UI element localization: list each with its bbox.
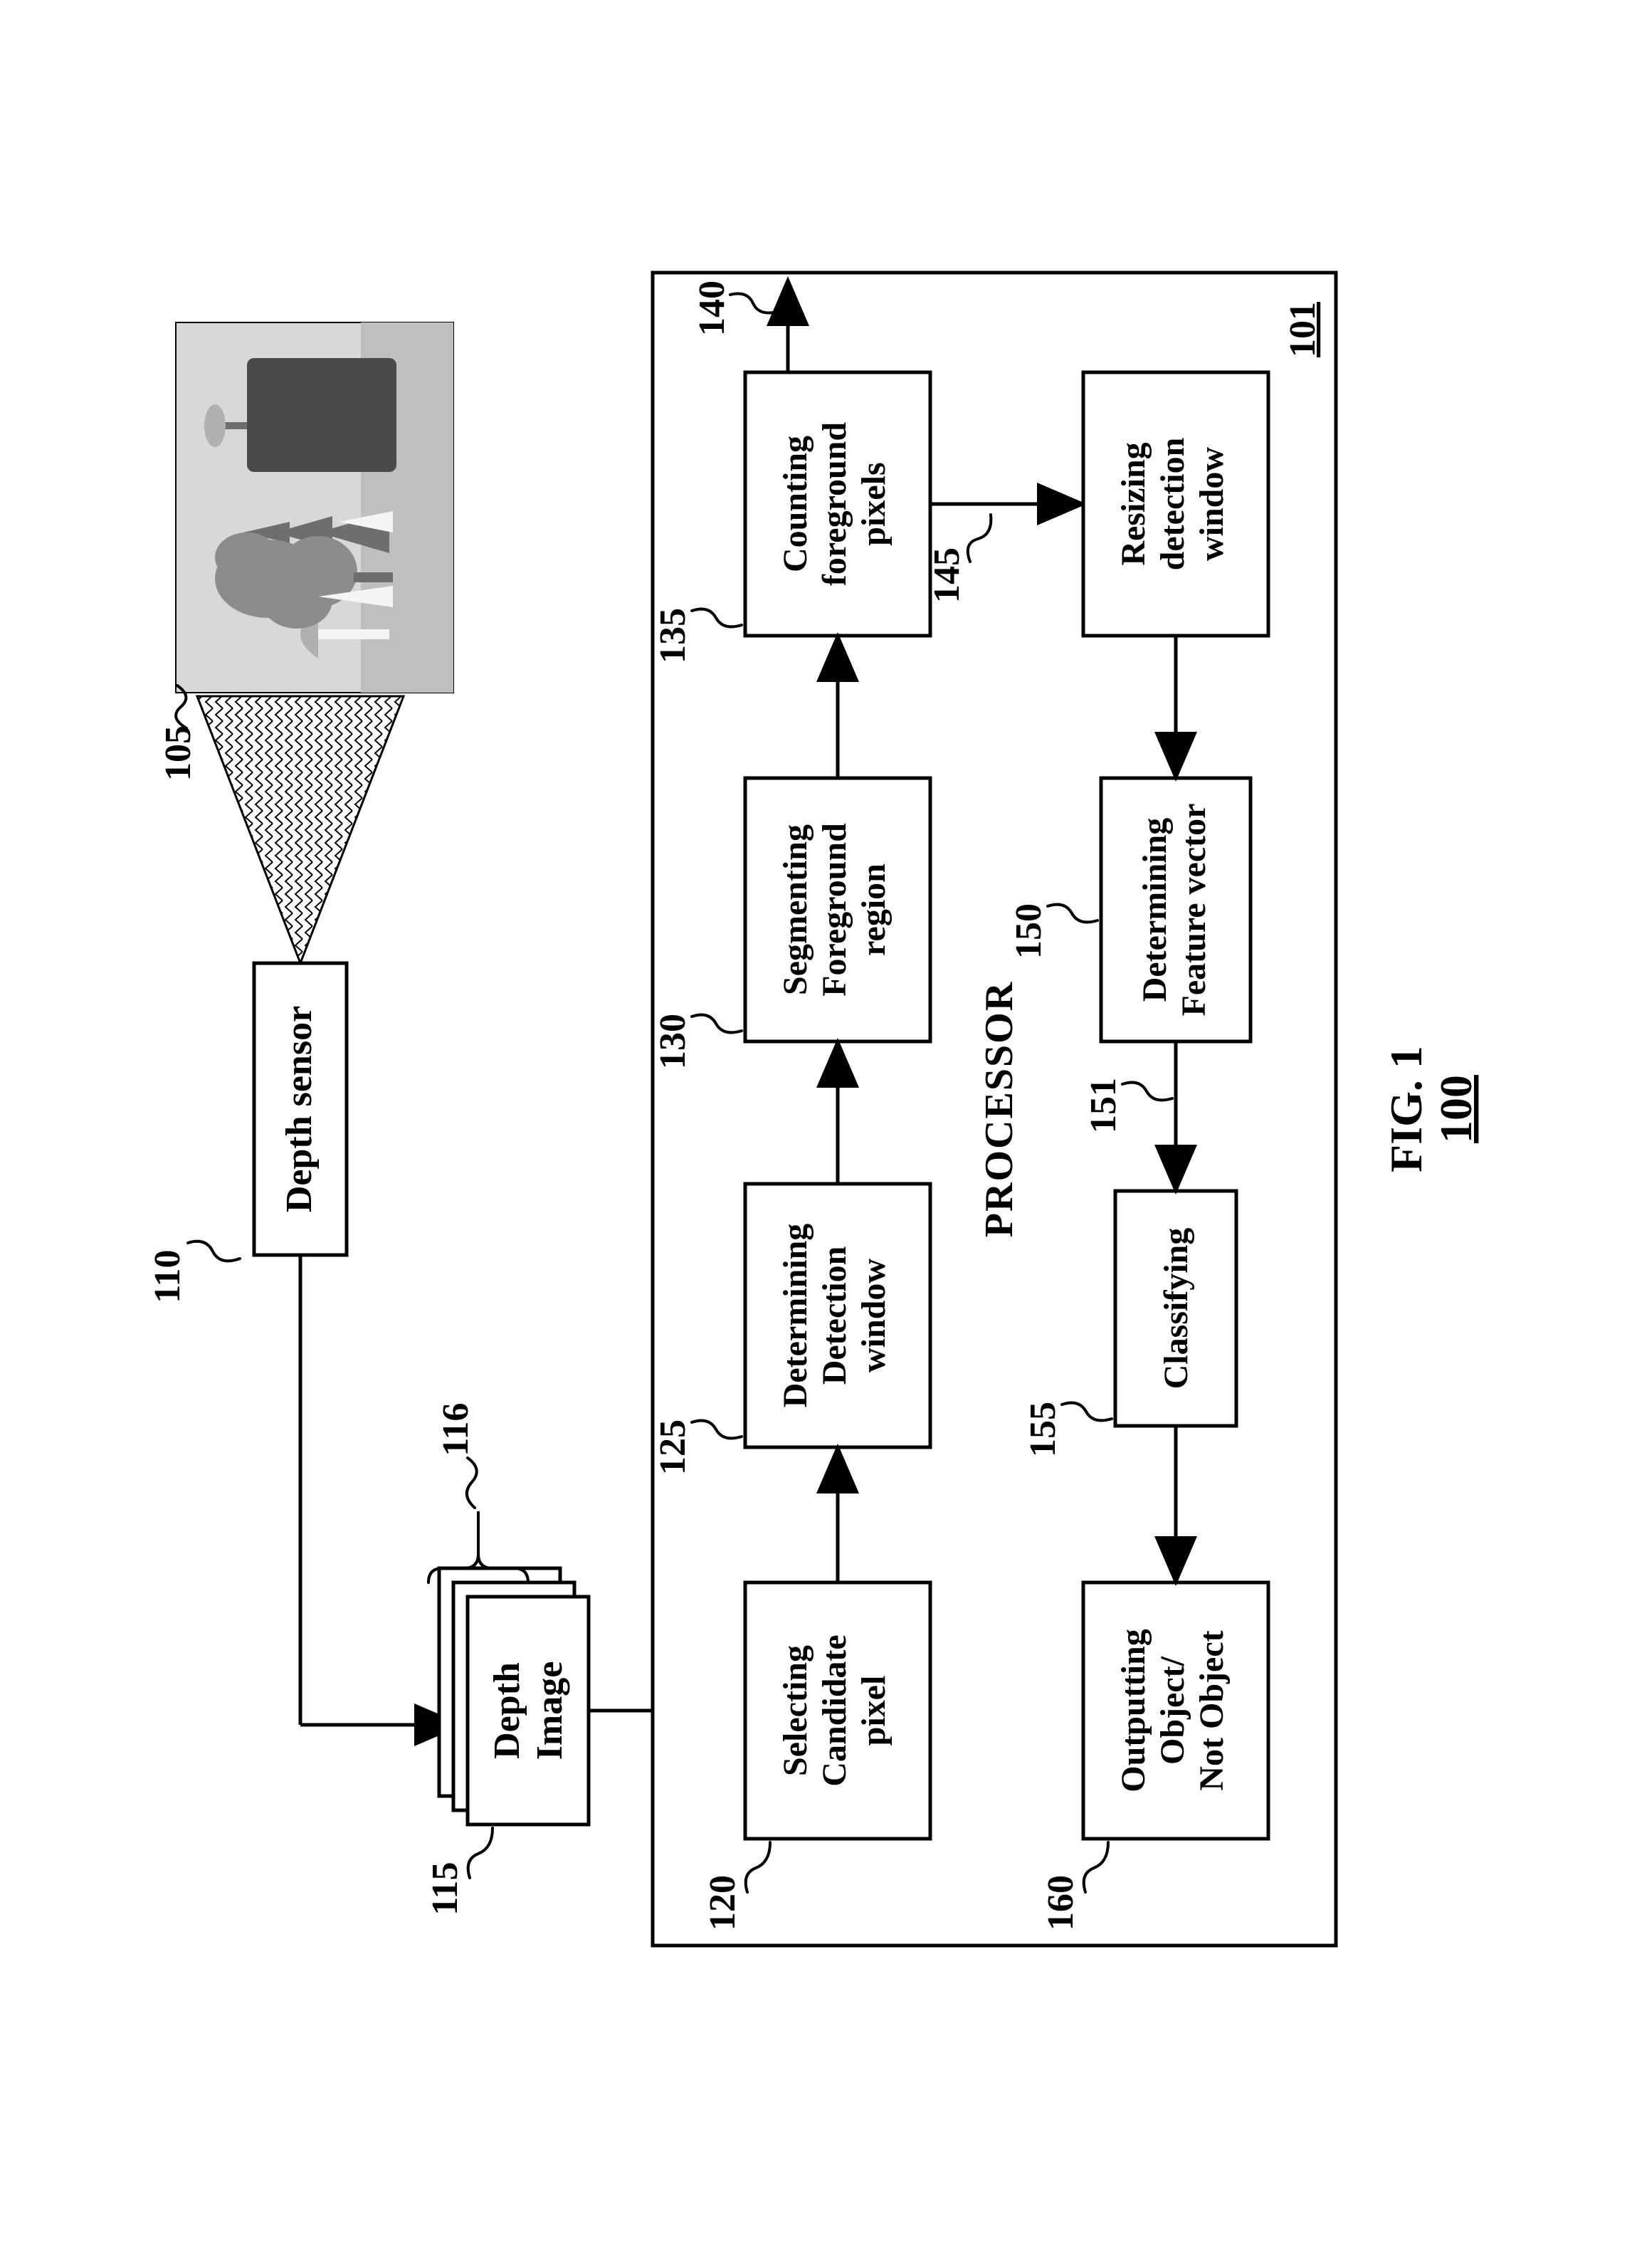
ref-120: 120 bbox=[702, 1875, 743, 1931]
ref-140: 140 bbox=[692, 280, 732, 336]
svg-text:Classifying: Classifying bbox=[1157, 1228, 1195, 1390]
figure-title-1: FIG. 1 bbox=[1381, 1046, 1431, 1172]
ref-151: 151 bbox=[1083, 1078, 1124, 1133]
page: 105 Depth sensor 110 Depth Image bbox=[0, 0, 1632, 2268]
svg-text:Counting: Counting bbox=[776, 436, 814, 572]
ref-160: 160 bbox=[1041, 1875, 1081, 1931]
ref-101: 101 bbox=[1283, 302, 1323, 357]
flowchart-svg: 105 Depth sensor 110 Depth Image bbox=[105, 137, 1528, 2131]
svg-text:window: window bbox=[1193, 447, 1231, 561]
scene-image bbox=[176, 322, 453, 693]
svg-text:Segmenting: Segmenting bbox=[776, 824, 814, 995]
ref-115: 115 bbox=[425, 1862, 465, 1915]
ref-110: 110 bbox=[147, 1249, 188, 1303]
ref-150: 150 bbox=[1009, 903, 1049, 959]
processor-label: PROCESSOR bbox=[976, 981, 1021, 1237]
svg-text:Resizing: Resizing bbox=[1115, 442, 1152, 565]
squiggle-116 bbox=[466, 1458, 476, 1508]
svg-text:Feature vector: Feature vector bbox=[1175, 804, 1213, 1017]
svg-text:Determining: Determining bbox=[776, 1224, 814, 1408]
svg-text:Outputting: Outputting bbox=[1115, 1629, 1152, 1792]
box-135: Counting foreground pixels bbox=[745, 372, 930, 636]
svg-text:window: window bbox=[855, 1259, 893, 1372]
box-125: Determining Detection window bbox=[745, 1184, 930, 1447]
diagram-rotated-wrapper: 105 Depth sensor 110 Depth Image bbox=[105, 137, 1528, 2131]
box-160: Outputting Object/ Not Object bbox=[1083, 1582, 1268, 1839]
depth-image-l2: Image bbox=[529, 1661, 569, 1760]
figure-title-2: 100 bbox=[1431, 1075, 1481, 1143]
box-155: Classifying bbox=[1115, 1191, 1236, 1426]
svg-text:pixels: pixels bbox=[855, 462, 893, 545]
ref-145: 145 bbox=[927, 547, 967, 603]
svg-text:pixel: pixel bbox=[855, 1676, 893, 1746]
ref-105: 105 bbox=[158, 725, 199, 781]
ref-125: 125 bbox=[653, 1419, 693, 1475]
svg-text:foreground: foreground bbox=[816, 422, 853, 587]
box-145: Resizing detection window bbox=[1083, 372, 1268, 636]
depth-image-l1: Depth bbox=[486, 1662, 527, 1759]
depth-sensor: Depth sensor bbox=[254, 963, 347, 1255]
ref-116: 116 bbox=[436, 1402, 476, 1456]
svg-text:Foreground: Foreground bbox=[816, 823, 853, 997]
svg-text:Object/: Object/ bbox=[1154, 1656, 1191, 1765]
squiggle-110 bbox=[188, 1241, 240, 1261]
squiggle-115 bbox=[468, 1828, 492, 1878]
ref-130: 130 bbox=[653, 1014, 693, 1069]
ref-155: 155 bbox=[1023, 1402, 1063, 1457]
svg-text:Not Object: Not Object bbox=[1193, 1630, 1231, 1790]
svg-text:region: region bbox=[855, 863, 893, 956]
svg-text:Selecting: Selecting bbox=[776, 1645, 814, 1776]
box-130: Segmenting Foreground region bbox=[745, 778, 930, 1041]
sensor-cone bbox=[197, 696, 404, 963]
ref-135: 135 bbox=[653, 608, 693, 663]
depth-sensor-label: Depth sensor bbox=[278, 1006, 319, 1212]
depth-image-stack: Depth Image bbox=[439, 1568, 589, 1825]
svg-text:detection: detection bbox=[1154, 438, 1191, 571]
box-150: Determining Feature vector bbox=[1101, 778, 1251, 1041]
box-120: Selecting Candidate pixel bbox=[745, 1582, 930, 1839]
svg-text:Determining: Determining bbox=[1136, 818, 1174, 1002]
svg-text:Candidate: Candidate bbox=[816, 1634, 853, 1786]
svg-text:Detection: Detection bbox=[816, 1246, 853, 1385]
